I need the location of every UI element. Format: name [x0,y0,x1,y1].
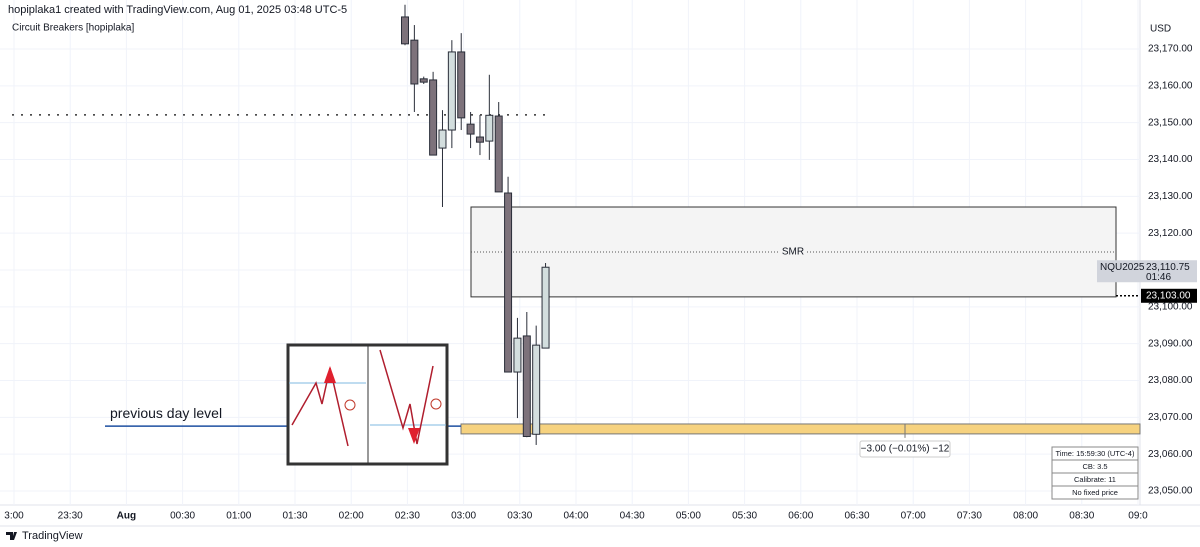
price-line-label: 23,103.00 [1146,290,1191,301]
smr-label: SMR [782,247,804,258]
x-tick-label: 05:30 [732,511,757,522]
x-tick-label: 02:30 [395,511,420,522]
last-price-label: 23,110.75 [1146,262,1190,273]
candle-body [513,337,522,373]
x-tick-label: 07:30 [957,511,982,522]
inset-target [344,399,356,411]
x-tick-label: Aug [117,511,136,522]
candle-body [401,16,409,45]
x-tick-label: 01:00 [226,511,251,522]
info-text: No fixed price [1072,488,1118,497]
x-tick-label: 00:30 [170,511,195,522]
x-tick-label: 03:30 [507,511,532,522]
attribution: hopiplaka1 created with TradingView.com,… [8,4,347,16]
inset-target [430,398,442,410]
candle-body [419,78,428,83]
candle-body [438,129,447,149]
info-text: Time: 15:59:30 (UTC-4) [1056,449,1135,458]
y-tick-label: 23,170.00 [1148,44,1193,55]
logo [6,532,17,540]
x-tick-label: 06:00 [788,511,813,522]
candle-body [447,51,456,131]
indicator-name: Circuit Breakers [hopiplaka] [12,23,134,34]
candle-body [522,335,531,437]
x-tick-label: 23:30 [58,511,83,522]
x-tick-label: 03:00 [451,511,476,522]
y-tick-label: 23,130.00 [1148,191,1193,202]
inset-zigzag [379,349,434,445]
candles [401,4,550,445]
previous-day-label: previous day level [110,405,222,421]
x-tick-label: 05:00 [676,511,701,522]
candle-body [494,115,503,193]
currency: USD [1150,24,1171,35]
y-tick-label: 23,050.00 [1148,486,1193,497]
y-tick-label: 23,150.00 [1148,117,1193,128]
info-cell [1051,485,1139,500]
x-tick-label: 04:30 [620,511,645,522]
x-tick-label: 08:00 [1013,511,1038,522]
candle-body [504,192,513,373]
last-price-countdown: 01:46 [1146,272,1171,283]
x-tick-label: 3:00 [4,511,24,522]
footer-brand: TradingView [22,530,83,542]
measure-label: −3.00 (−0.01%) −12 [861,444,950,455]
inset-triangle [408,428,420,444]
candle-body [429,79,438,156]
x-tick-label: 09:0 [1128,511,1148,522]
x-tick-label: 01:30 [282,511,307,522]
inset-triangle [324,366,336,383]
candle-body [475,136,484,143]
candle-body [410,39,419,85]
candle-body [541,266,550,349]
last-price-symbol: NQU2025 [1100,262,1145,273]
candle-body [457,51,466,119]
x-tick-label: 02:00 [339,511,364,522]
info-text: Calibrate: 11 [1074,475,1116,484]
y-tick-label: 23,070.00 [1148,412,1193,423]
last-price-tag [1097,260,1197,283]
y-tick-label: 23,140.00 [1148,154,1193,165]
price-line-tag [1141,288,1197,303]
x-tick-label: 06:30 [844,511,869,522]
candle-body [466,123,475,135]
candle-body [532,344,541,435]
y-tick-label: 23,090.00 [1148,338,1193,349]
x-tick-label: 04:00 [563,511,588,522]
y-tick-label: 23,060.00 [1148,449,1193,460]
info-text: CB: 3.5 [1082,462,1107,471]
y-tick-label: 23,080.00 [1148,375,1193,386]
x-tick-label: 08:30 [1069,511,1094,522]
y-tick-label: 23,160.00 [1148,80,1193,91]
info-table: Time: 15:59:30 (UTC-4) CB: 3.5 Calibrate: … [1051,446,1139,500]
x-tick-label: 07:00 [901,511,926,522]
zone [460,423,1141,435]
inset-illustration [286,343,449,466]
inset-zigzag [291,367,349,447]
levels: SMR previous day level −3.00 (−0.01%) −12 [12,114,1141,458]
y-tick-label: 23,120.00 [1148,228,1193,239]
y-tick-label: 23,100.00 [1148,301,1193,312]
candle-body [485,114,494,142]
measure-box [859,440,951,458]
smr-label-bg [780,244,806,259]
